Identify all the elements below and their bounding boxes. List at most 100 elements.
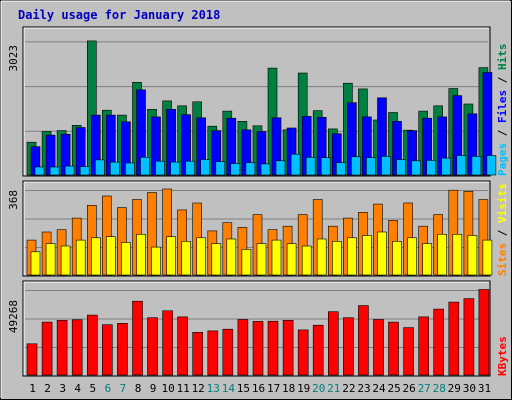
bar-pages-day-15 — [245, 162, 256, 176]
bar-kbytes-day-31 — [478, 289, 490, 376]
bar-pages-day-6 — [110, 161, 120, 176]
bar-visits-day-22 — [347, 237, 357, 276]
x-tick-label: 1 — [29, 382, 36, 395]
panel-max-label: 49268 — [7, 300, 20, 333]
bar-visits-day-17 — [271, 239, 282, 276]
bar-visits-day-26 — [407, 237, 417, 276]
bar-kbytes-day-25 — [388, 321, 399, 376]
bar-pages-day-31 — [486, 155, 497, 176]
series-pages — [34, 153, 497, 176]
bar-pages-day-12 — [200, 159, 210, 176]
x-tick-label: 9 — [150, 382, 157, 395]
bar-visits-day-15 — [241, 249, 252, 276]
bar-kbytes-day-22 — [343, 317, 354, 376]
x-tick-label: 31 — [478, 382, 491, 395]
bar-kbytes-day-24 — [373, 319, 384, 376]
bar-kbytes-day-23 — [358, 305, 369, 376]
bar-visits-day-13 — [211, 243, 222, 276]
bar-visits-day-18 — [286, 243, 297, 276]
panel-legend: Sites / Visits — [496, 183, 509, 276]
x-tick-label: 22 — [342, 382, 355, 395]
bar-pages-day-17 — [275, 160, 286, 176]
bar-visits-day-7 — [121, 242, 131, 276]
bar-visits-day-23 — [362, 235, 372, 276]
bar-pages-day-18 — [290, 153, 301, 176]
panels-layer: 3023 Pages / Files / Hits 368 Sites / Visit… — [7, 26, 509, 377]
x-tick-label: 30 — [463, 382, 476, 395]
bar-kbytes-day-19 — [297, 329, 309, 376]
bar-visits-day-27 — [422, 243, 433, 276]
bar-visits-day-31 — [482, 239, 493, 276]
bar-pages-day-10 — [170, 161, 180, 176]
legend-entry: Visits — [496, 183, 509, 223]
x-tick-label: 2 — [44, 382, 51, 395]
bar-pages-day-19 — [305, 157, 316, 176]
x-tick-label: 11 — [177, 382, 190, 395]
bar-pages-day-11 — [185, 160, 195, 176]
x-tick-label: 24 — [372, 382, 386, 395]
bar-visits-day-11 — [181, 241, 191, 276]
bar-pages-day-16 — [260, 163, 271, 176]
legend-entry: / — [496, 223, 509, 243]
bar-pages-day-8 — [140, 157, 150, 176]
bar-kbytes-day-29 — [448, 301, 460, 376]
bar-pages-day-26 — [411, 160, 421, 176]
x-tick-label: 25 — [387, 382, 400, 395]
bar-kbytes-day-8 — [132, 300, 143, 376]
bar-kbytes-day-1 — [26, 343, 38, 376]
bar-kbytes-day-3 — [56, 319, 68, 376]
chart-title: Daily usage for January 2018 — [18, 8, 220, 22]
panel-legend: Pages / Files / Hits — [496, 44, 509, 177]
bar-visits-day-4 — [75, 239, 86, 276]
panel-legend: KBytes — [496, 336, 509, 376]
x-tick-label: 23 — [357, 382, 370, 395]
x-tick-label: 16 — [252, 382, 265, 395]
bar-pages-day-3 — [64, 165, 75, 176]
bar-pages-day-4 — [79, 166, 90, 176]
bar-kbytes-day-9 — [147, 317, 158, 376]
bar-kbytes-day-7 — [117, 322, 128, 376]
bar-kbytes-day-14 — [222, 328, 234, 376]
bar-kbytes-day-13 — [207, 330, 219, 376]
bar-pages-day-29 — [456, 155, 467, 176]
series-visits — [30, 231, 493, 276]
x-tick-label: 27 — [418, 382, 431, 395]
x-tick-label: 3 — [59, 382, 66, 395]
bar-kbytes-day-4 — [71, 319, 83, 376]
x-tick-label: 20 — [312, 382, 325, 395]
x-tick-label: 21 — [327, 382, 340, 395]
legend-entry: Pages — [496, 143, 509, 176]
bar-kbytes-day-26 — [403, 327, 414, 376]
x-tick-label: 7 — [120, 382, 127, 395]
bar-kbytes-day-10 — [162, 310, 173, 376]
bar-visits-day-10 — [166, 236, 176, 276]
bar-visits-day-21 — [331, 241, 342, 276]
bar-visits-day-12 — [196, 237, 206, 276]
bar-kbytes-day-20 — [312, 324, 324, 376]
panel-max-label: 3023 — [7, 45, 20, 72]
x-tick-label: 13 — [207, 382, 220, 395]
bar-kbytes-day-5 — [87, 314, 98, 376]
x-tick-label: 14 — [222, 382, 236, 395]
bar-visits-day-28 — [437, 234, 448, 276]
x-tick-label: 15 — [237, 382, 250, 395]
x-tick-label: 6 — [105, 382, 112, 395]
x-tick-label: 12 — [192, 382, 205, 395]
bar-visits-day-14 — [226, 238, 237, 276]
x-tick-label: 10 — [161, 382, 174, 395]
bar-kbytes-day-11 — [177, 316, 188, 376]
x-tick-label: 18 — [282, 382, 295, 395]
bar-pages-day-30 — [471, 156, 482, 176]
bar-visits-day-30 — [467, 235, 478, 276]
bar-kbytes-day-30 — [463, 298, 475, 376]
bar-pages-day-21 — [335, 162, 346, 176]
bar-visits-day-16 — [256, 243, 267, 276]
x-tick-label: 17 — [267, 382, 280, 395]
x-tick-label: 19 — [297, 382, 310, 395]
x-tick-label: 26 — [402, 382, 415, 395]
x-tick-label: 29 — [448, 382, 461, 395]
bar-pages-day-28 — [441, 157, 452, 176]
bar-kbytes-day-27 — [418, 316, 430, 376]
legend-entry: / — [496, 70, 509, 90]
